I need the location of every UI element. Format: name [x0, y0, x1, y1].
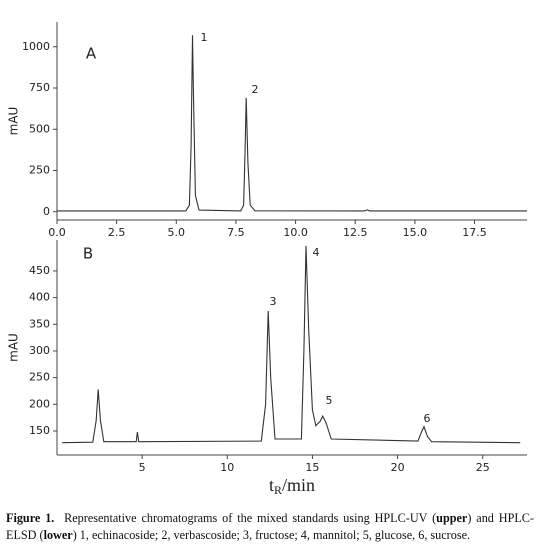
peak-label: 5 — [326, 394, 333, 407]
trace — [62, 245, 521, 444]
x-tick-label: 20 — [391, 461, 405, 474]
peak-label: 3 — [270, 295, 277, 308]
y-tick-label: 350 — [29, 317, 50, 330]
y-tick-label: 400 — [29, 291, 50, 304]
caption-run: Representative chromatograms of the mixe… — [54, 511, 437, 525]
panel-label: A — [86, 45, 97, 63]
x-tick-label: 12.5 — [343, 226, 368, 239]
y-tick-label: 200 — [29, 397, 50, 410]
y-tick-label: 150 — [29, 424, 50, 437]
y-tick-label: 250 — [29, 371, 50, 384]
x-tick-label: 2.5 — [108, 226, 126, 239]
x-axis-label: tR/min — [269, 475, 315, 497]
y-tick-label: 1000 — [22, 40, 50, 53]
y-tick-label: 0 — [43, 205, 50, 218]
peak-label: 2 — [252, 83, 259, 96]
y-axis-label: mAU — [7, 333, 21, 362]
peak-label: 4 — [313, 246, 320, 259]
y-tick-label: 250 — [29, 164, 50, 177]
caption-run: Figure 1. — [6, 511, 55, 525]
y-axis-label: mAU — [7, 107, 21, 136]
y-tick-label: 300 — [29, 344, 50, 357]
x-tick-label: 10.0 — [283, 226, 308, 239]
x-tick-label: 10 — [220, 461, 234, 474]
peak-label: 6 — [424, 412, 431, 425]
x-tick-label: 7.5 — [227, 226, 245, 239]
x-label-subscript: R — [274, 483, 282, 497]
x-tick-label: 15 — [305, 461, 319, 474]
y-tick-label: 750 — [29, 81, 50, 94]
peak-label: 1 — [201, 31, 208, 44]
x-tick-label: 0.0 — [48, 226, 66, 239]
caption-run: ) and HPLC-ELSD ( — [6, 511, 534, 542]
x-tick-label: 5 — [139, 461, 146, 474]
caption-run: upper — [436, 511, 468, 525]
y-tick-label: 500 — [29, 122, 50, 135]
trace — [57, 35, 527, 212]
x-tick-label: 5.0 — [168, 226, 186, 239]
caption-run: lower — [43, 528, 73, 542]
x-label-base: t — [269, 475, 274, 495]
figure: 0 250 500 750 1000 0.0 2.5 5.0 7.5 10.0 12.5 15.0 17… — [7, 22, 527, 497]
x-label-rest: /min — [282, 475, 315, 495]
caption: Figure 1. Representative chromatograms o… — [6, 510, 534, 544]
x-tick-label: 15.0 — [403, 226, 428, 239]
caption-run: ) 1, echinacoside; 2, verbascoside; 3, f… — [72, 528, 471, 542]
x-tick-label: 25 — [476, 461, 490, 474]
y-tick-label: 450 — [29, 264, 50, 277]
x-tick-label: 17.5 — [462, 226, 487, 239]
panel-label: B — [83, 245, 93, 263]
